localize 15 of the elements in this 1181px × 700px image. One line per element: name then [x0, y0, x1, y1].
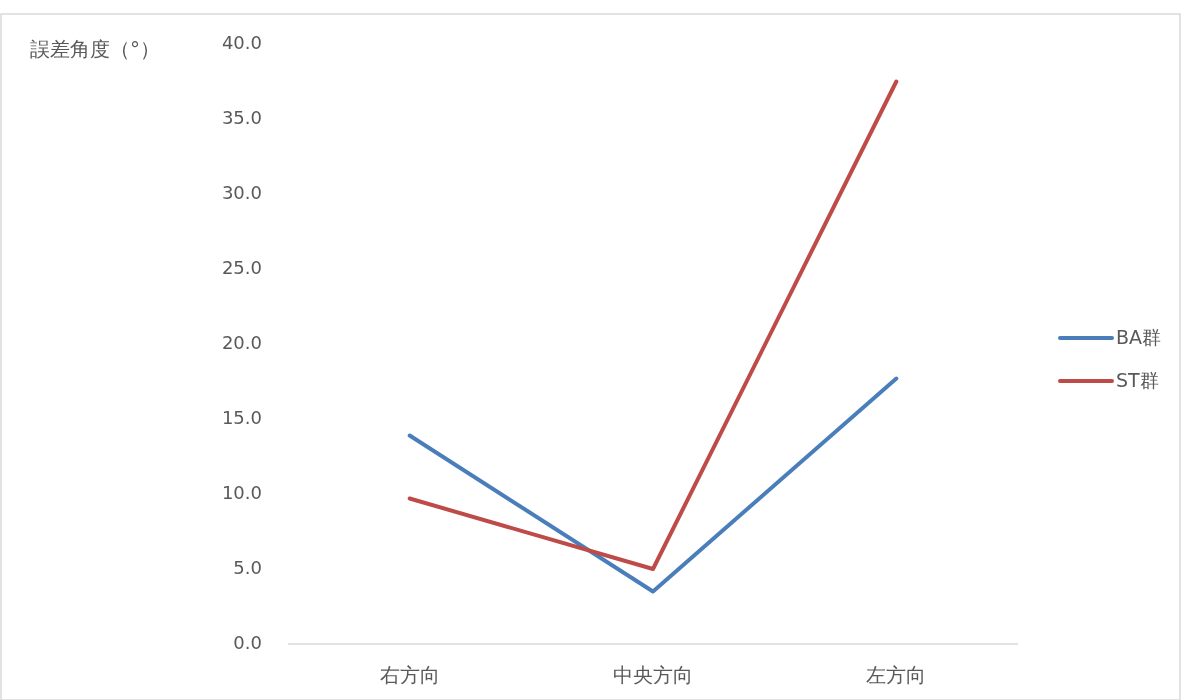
xtick: 右方向 [379, 662, 440, 687]
ytick: 25.0 [221, 257, 262, 278]
legend: ST群 [1116, 368, 1159, 391]
ylabel: 誤差角度（°） [30, 36, 160, 61]
ytick: 35.0 [221, 107, 262, 128]
xtick: 左方向 [866, 662, 927, 687]
xtick: 中央方向 [613, 662, 693, 687]
ytick: 0.0 [233, 632, 262, 653]
ytick: 30.0 [221, 182, 262, 203]
ytick: 40.0 [221, 32, 262, 53]
ytick: 15.0 [221, 407, 262, 428]
ytick: 20.0 [221, 332, 262, 353]
legend: BA群 [1116, 325, 1162, 348]
ytick: 10.0 [221, 482, 262, 503]
ytick: 5.0 [233, 557, 262, 578]
